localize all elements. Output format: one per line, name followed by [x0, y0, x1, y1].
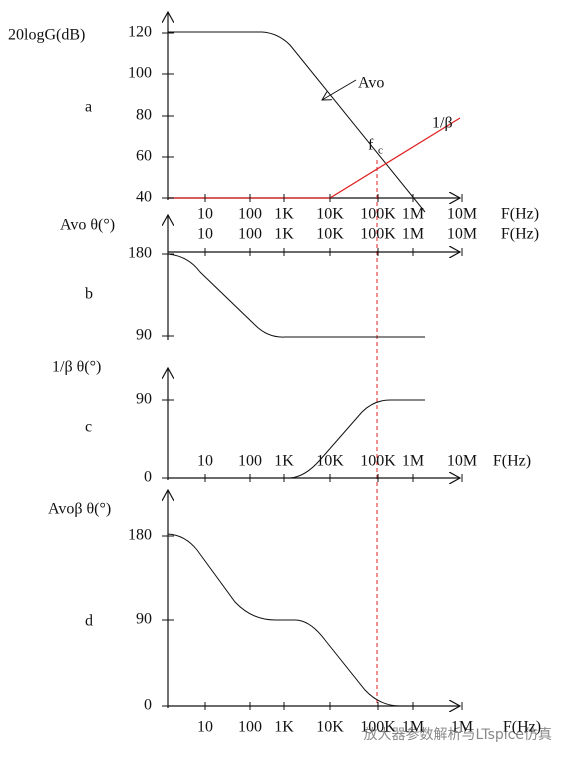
x-tick-label: 10 [197, 226, 213, 243]
x-tick-label: 1M [402, 226, 424, 243]
curve-label: Avo [358, 75, 384, 92]
y-tick-label: 90 [136, 327, 152, 344]
arrow [322, 79, 357, 100]
curve-label: 1/β [432, 115, 453, 132]
fc-label: f [368, 137, 374, 154]
x-tick-label: 1K [274, 719, 294, 736]
y-tick-label: 100 [128, 65, 152, 82]
y-tick-label: 180 [128, 245, 152, 262]
fc-sub: c [378, 145, 383, 157]
x-tick-label: 10 [197, 453, 213, 470]
y-title: Avoβ θ(°) [48, 501, 111, 518]
y-tick-label: 90 [136, 611, 152, 628]
x-tick-label: 1K [274, 453, 294, 470]
x-tick-label: 1M [402, 719, 424, 736]
x-tick-label: 10M [447, 226, 477, 243]
x-tick-label: 100 [238, 226, 262, 243]
x-tick-label: 1M [402, 453, 424, 470]
x-tick-label: 10 [197, 719, 213, 736]
y-tick-label: 120 [128, 24, 152, 41]
x-tick-label: 10K [316, 226, 344, 243]
x-tick-label: 1M [451, 719, 473, 736]
x-tick-label: 100K [360, 226, 396, 243]
y-tick-label: 40 [136, 189, 152, 206]
loop-phase [167, 533, 401, 707]
avo-phase [167, 253, 425, 338]
x-tick-label: 10K [316, 206, 344, 223]
y-tick-label: 90 [136, 391, 152, 408]
avo-curve [168, 31, 426, 213]
x-tick-label: 10 [197, 206, 213, 223]
x-tick-label: 10M [447, 206, 477, 223]
x-tick-label: 100 [238, 453, 262, 470]
y-tick-label: 180 [128, 527, 152, 544]
y-tick-label: 60 [136, 148, 152, 165]
panel-label: c [85, 419, 92, 436]
watermark: 放大器参数解析与LTspice仿真 [364, 726, 553, 743]
x-tick-label: 1M [402, 206, 424, 223]
x-tick-label: 1K [274, 226, 294, 243]
x-tick-label: 10M [447, 453, 477, 470]
x-tick-label: 1K [274, 206, 294, 223]
x-tick-label: 100K [360, 453, 396, 470]
x-tick-label: 10K [316, 719, 344, 736]
x-tick-label: 10K [316, 453, 344, 470]
x-title: F(Hz) [501, 226, 539, 243]
y-title: 20logG(dB) [8, 27, 85, 44]
panel-label: a [85, 99, 92, 116]
panel-label: b [85, 286, 93, 303]
y-tick-label: 0 [144, 469, 152, 486]
y-tick-label: 80 [136, 107, 152, 124]
x-title: F(Hz) [493, 453, 531, 470]
beta-curve [168, 117, 461, 199]
x-tick-label: 100K [360, 206, 396, 223]
beta-phase [289, 399, 425, 479]
x-tick-label: 100K [360, 719, 396, 736]
y-title: Avo θ(°) [60, 217, 115, 234]
x-title: F(Hz) [503, 719, 541, 736]
x-tick-label: 100 [238, 206, 262, 223]
x-tick-label: 100 [238, 719, 262, 736]
y-title: 1/β θ(°) [52, 359, 101, 376]
panel-label: d [85, 613, 93, 630]
y-tick-label: 0 [144, 697, 152, 714]
x-title: F(Hz) [501, 206, 539, 223]
